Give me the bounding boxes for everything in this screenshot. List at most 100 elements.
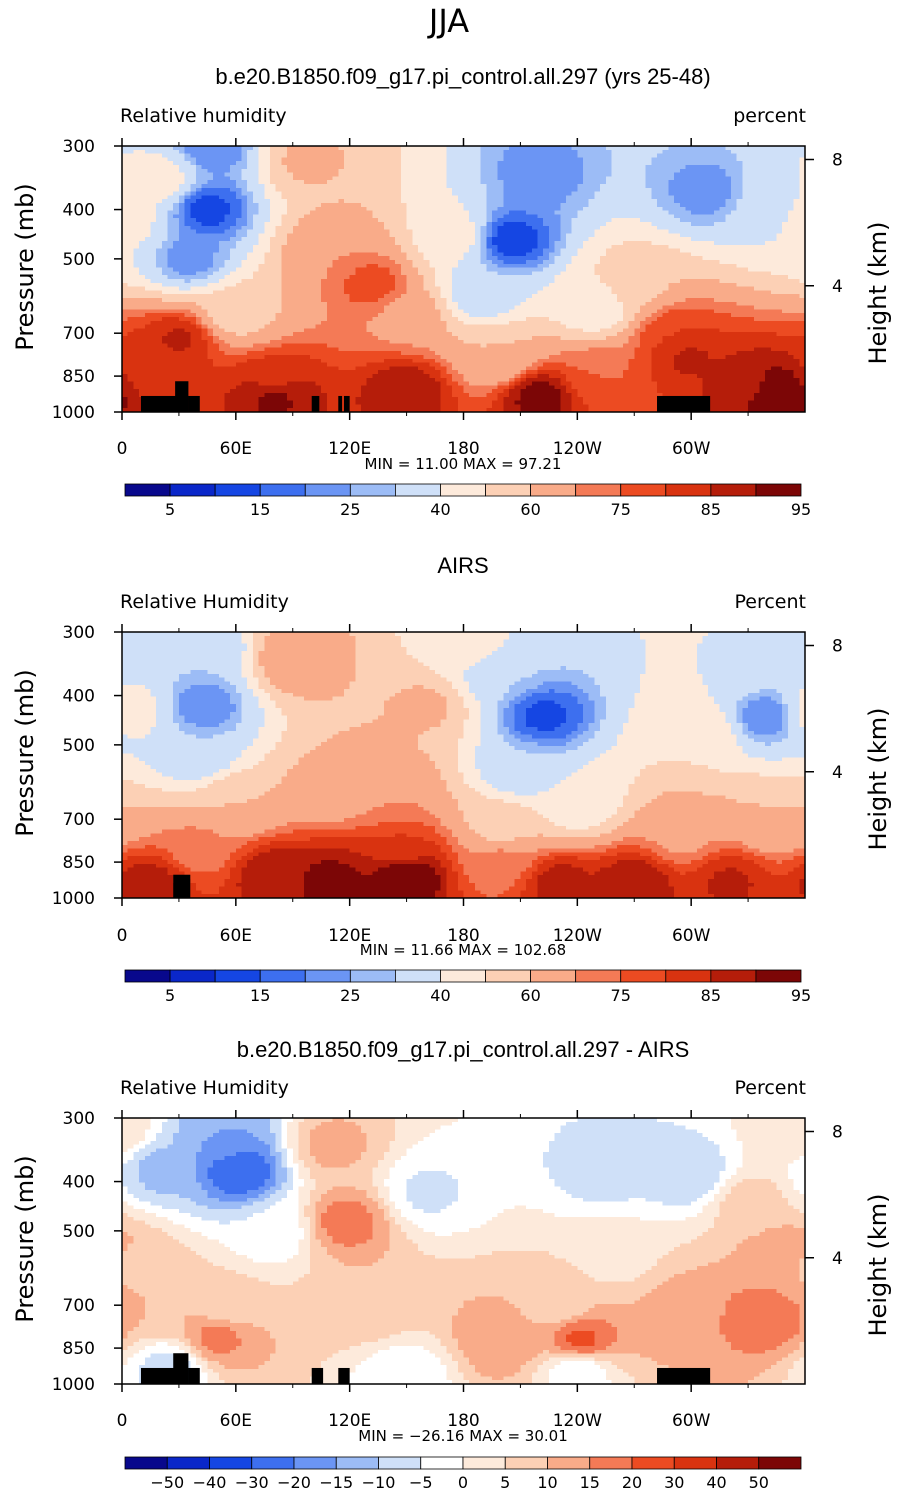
colorbar-swatch bbox=[755, 969, 802, 983]
colorbar-label: 85 bbox=[701, 500, 721, 519]
min-max-label: MIN = 11.00 MAX = 97.21 bbox=[365, 455, 562, 473]
contour-field bbox=[122, 146, 805, 412]
colorbar-label: 5 bbox=[165, 986, 175, 1005]
colorbar-swatch bbox=[665, 483, 712, 497]
colorbar-label: −50 bbox=[150, 1473, 184, 1492]
min-max-label: MIN = 11.66 MAX = 102.68 bbox=[360, 941, 566, 959]
colorbar: 5 15 25 40 60 75 85 95 bbox=[124, 483, 811, 519]
colorbar-swatch bbox=[335, 1456, 379, 1470]
colorbar-swatch bbox=[124, 1456, 168, 1470]
x-tick-label: 60E bbox=[220, 1411, 252, 1431]
topography-mask bbox=[188, 395, 200, 412]
colorbar-label: 15 bbox=[250, 986, 270, 1005]
colorbar-swatch bbox=[530, 969, 577, 983]
figure-title: JJA bbox=[427, 2, 469, 40]
colorbar-swatch bbox=[589, 1456, 633, 1470]
y-tick-label: 500 bbox=[63, 736, 95, 756]
colorbar-label: 0 bbox=[458, 1473, 468, 1492]
colorbar-swatch bbox=[420, 1456, 464, 1470]
colorbar-label: 15 bbox=[580, 1473, 600, 1492]
colorbar-label: −15 bbox=[319, 1473, 353, 1492]
topography-mask bbox=[173, 1353, 189, 1384]
colorbar-label: 25 bbox=[340, 986, 360, 1005]
colorbar-label: 5 bbox=[500, 1473, 510, 1492]
panel-title: AIRS bbox=[437, 553, 488, 578]
y-tick-label: 700 bbox=[63, 324, 95, 344]
topography-mask bbox=[311, 395, 320, 412]
panel-title: b.e20.B1850.f09_g17.pi_control.all.297 (… bbox=[215, 64, 710, 89]
x-tick-label: 0 bbox=[117, 926, 128, 946]
y2-tick-label: 4 bbox=[832, 277, 843, 297]
colorbar-label: 25 bbox=[340, 500, 360, 519]
contour-field bbox=[122, 1118, 805, 1384]
colorbar-label: 30 bbox=[664, 1473, 684, 1492]
panel-1: b.e20.B1850.f09_g17.pi_control.all.297 (… bbox=[11, 64, 892, 519]
colorbar-swatch bbox=[716, 1456, 760, 1470]
topography-mask bbox=[657, 1367, 711, 1384]
colorbar-label: −10 bbox=[362, 1473, 396, 1492]
colorbar-swatch bbox=[394, 969, 441, 983]
colorbar-swatch bbox=[620, 969, 667, 983]
topography-mask bbox=[657, 395, 711, 412]
colorbar-swatch bbox=[349, 483, 396, 497]
x-tick-label: 120E bbox=[328, 1411, 371, 1431]
colorbar-swatch bbox=[214, 483, 261, 497]
colorbar-swatch bbox=[710, 969, 757, 983]
colorbar-swatch bbox=[166, 1456, 210, 1470]
y2-axis-title: Height (km) bbox=[864, 1194, 892, 1337]
y-tick-label: 400 bbox=[63, 1173, 95, 1193]
colorbar-swatch bbox=[349, 969, 396, 983]
y-axis-title: Pressure (mb) bbox=[11, 669, 39, 836]
x-tick-label: 60E bbox=[220, 926, 252, 946]
y-tick-label: 500 bbox=[63, 250, 95, 270]
colorbar-swatch bbox=[620, 483, 667, 497]
colorbar-swatch bbox=[665, 969, 712, 983]
colorbar-swatch bbox=[758, 1456, 802, 1470]
x-tick-label: 60W bbox=[672, 439, 711, 459]
y-tick-label: 500 bbox=[63, 1222, 95, 1242]
colorbar-swatch bbox=[124, 483, 171, 497]
x-tick-label: 180 bbox=[447, 1411, 479, 1431]
y-tick-label: 400 bbox=[63, 201, 95, 221]
units-label: Percent bbox=[735, 1077, 807, 1099]
colorbar-label: 40 bbox=[706, 1473, 726, 1492]
colorbar-swatch bbox=[259, 483, 306, 497]
y-tick-label: 300 bbox=[63, 1109, 95, 1129]
x-tick-label: 120W bbox=[553, 1411, 602, 1431]
colorbar-swatch bbox=[394, 483, 441, 497]
colorbar-label: 15 bbox=[250, 500, 270, 519]
colorbar-label: 60 bbox=[520, 500, 540, 519]
colorbar: −50 −40 −30 −20 −15 −10 −5 0 5 10 15 20 30 40 50 bbox=[124, 1456, 802, 1492]
colorbar-swatch bbox=[304, 969, 351, 983]
x-tick-label: 120W bbox=[553, 439, 602, 459]
colorbar-swatch bbox=[169, 969, 216, 983]
y-tick-label: 850 bbox=[63, 1339, 95, 1359]
colorbar-label: −5 bbox=[409, 1473, 433, 1492]
panels: b.e20.B1850.f09_g17.pi_control.all.297 (… bbox=[11, 64, 892, 1492]
y2-tick-label: 4 bbox=[832, 763, 843, 783]
topography-mask bbox=[338, 395, 343, 412]
colorbar-label: 75 bbox=[611, 500, 631, 519]
x-tick-label: 60W bbox=[672, 926, 711, 946]
variable-label: Relative humidity bbox=[120, 105, 287, 127]
colorbar-swatch bbox=[710, 483, 757, 497]
colorbar-swatch bbox=[485, 483, 531, 497]
x-tick-label: 120E bbox=[328, 926, 371, 946]
topography-mask bbox=[173, 874, 191, 898]
colorbar-label: 75 bbox=[611, 986, 631, 1005]
y-tick-label: 1000 bbox=[52, 403, 95, 423]
colorbar-label: 20 bbox=[622, 1473, 642, 1492]
colorbar-label: 95 bbox=[791, 986, 811, 1005]
colorbar-swatch bbox=[214, 969, 261, 983]
y2-tick-label: 4 bbox=[832, 1249, 843, 1269]
colorbar-swatch bbox=[462, 1456, 506, 1470]
y2-tick-label: 8 bbox=[832, 151, 843, 171]
x-tick-label: 180 bbox=[447, 926, 479, 946]
colorbar-swatch bbox=[124, 969, 171, 983]
colorbar-label: 5 bbox=[165, 500, 175, 519]
panel-2: AIRS Relative Humidity Percent 0 60E 120E 180 1… bbox=[11, 553, 892, 1005]
colorbar-swatch bbox=[304, 483, 351, 497]
colorbar-swatch bbox=[485, 969, 531, 983]
x-tick-label: 60W bbox=[672, 1411, 711, 1431]
